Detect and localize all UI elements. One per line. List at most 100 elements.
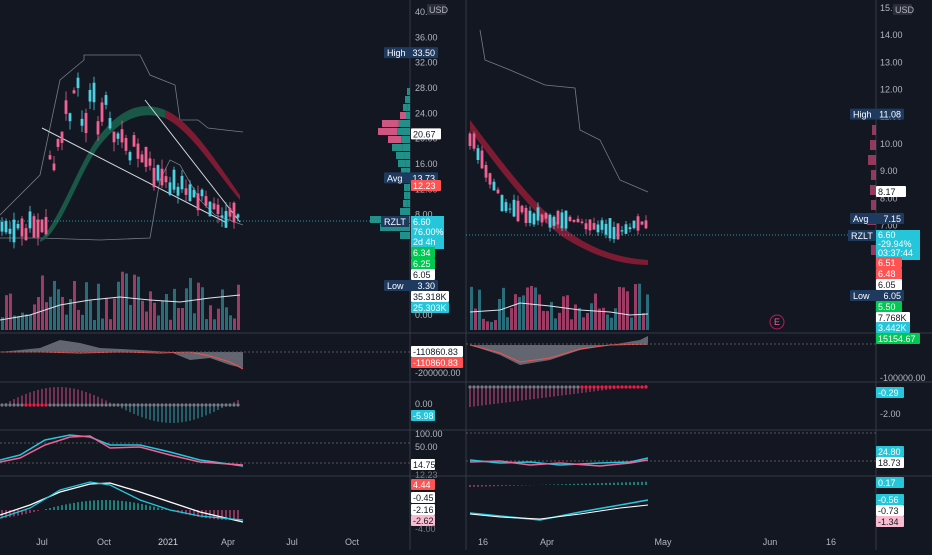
momentum-dot: [112, 403, 116, 407]
right-last-price-bg: [876, 230, 920, 260]
left-pane2-value-bg: [411, 357, 463, 368]
candle-body: [572, 219, 576, 222]
volume-profile-bar: [407, 200, 410, 207]
momentum-dot: [84, 403, 88, 407]
volume-bar: [562, 296, 565, 330]
right-low-tag-value: 6.05: [883, 291, 901, 301]
left-currency-badge-bg: [427, 4, 446, 15]
left-pane2-value: -110860.83: [413, 358, 458, 368]
right-symbol: RZLT: [851, 231, 873, 241]
left-pane4-tick-3-bg: [411, 459, 435, 470]
volume-profile-bar: [378, 128, 398, 135]
right-pane5-tick-4-bg: [876, 516, 904, 527]
right-pane5-tick-3-bg: [876, 505, 904, 516]
left-plain-tag-bg: [411, 269, 435, 280]
volume-bar: [93, 319, 96, 330]
left-volume-zero: 0.00: [415, 310, 433, 320]
left-pane3-value: -5.98: [413, 411, 434, 421]
volume-bar: [626, 291, 629, 330]
volume-profile-bar: [407, 192, 410, 199]
accum-dist-area: [0, 340, 243, 368]
volume-bar: [121, 271, 124, 330]
left-green-tag-1: 6.34: [413, 248, 431, 258]
right-time-label: 16: [478, 537, 488, 547]
momentum-dot: [516, 385, 520, 389]
candle-body: [604, 223, 608, 235]
left-plain-tag: 6.05: [413, 270, 431, 280]
volume-bar: [197, 282, 200, 330]
earnings-marker: E: [774, 317, 780, 327]
left-pane4-tick-4: 12.23: [415, 470, 438, 480]
left-pane5-tick-4-bg: [411, 515, 435, 526]
candle-body: [60, 131, 64, 143]
volume-bar: [586, 312, 589, 330]
volume-profile-bar: [407, 104, 410, 111]
volume-bar: [237, 284, 240, 330]
stoch-k-line: [469, 457, 649, 466]
volume-bar: [213, 319, 216, 330]
momentum-dot: [620, 385, 624, 389]
volume-bar: [125, 273, 128, 330]
left-price-tick: 24.00: [415, 108, 438, 118]
right-pane5-tick-4: -1.34: [878, 517, 899, 527]
candle-body: [160, 168, 164, 186]
volume-bar: [510, 308, 513, 330]
candle-body: [20, 218, 24, 237]
momentum-dot: [636, 385, 640, 389]
volume-bar: [49, 296, 52, 330]
candle-body: [104, 95, 108, 105]
right-pane5-tick-2: -0.56: [878, 495, 899, 505]
candle-body: [560, 212, 564, 229]
momentum-dot: [144, 403, 148, 407]
momentum-dot: [564, 385, 568, 389]
volume-bar: [133, 274, 136, 330]
right-volume-tag-2: 3.442K: [878, 323, 907, 333]
left-volume-tag-1: 35.318K: [413, 292, 447, 302]
left-price-pane[interactable]: [0, 54, 410, 523]
momentum-dot: [152, 403, 156, 407]
candle-body: [156, 165, 160, 181]
volume-bar: [566, 295, 569, 330]
volume-profile-bar: [403, 104, 408, 111]
right-price-tick: 9.00: [880, 166, 898, 176]
right-price-tick: 14.00: [880, 30, 903, 40]
candle-body: [524, 207, 528, 224]
momentum-dot: [480, 385, 484, 389]
right-price-pane[interactable]: E: [466, 29, 876, 521]
momentum-dot: [180, 403, 184, 407]
momentum-dot: [584, 385, 588, 389]
volume-bar: [478, 289, 481, 330]
candle-body: [548, 214, 552, 228]
candle-body: [64, 100, 68, 114]
left-high-tag-bg: [384, 47, 438, 59]
right-time-label: May: [654, 537, 672, 547]
volume-profile-bar: [406, 168, 410, 175]
candle-body: [608, 218, 612, 239]
left-avg-tag-label: Avg: [387, 173, 402, 183]
right-volume-tag-1-bg: [876, 312, 910, 323]
momentum-dot: [560, 385, 564, 389]
volume-bar: [490, 321, 493, 330]
volume-bar: [558, 312, 561, 330]
left-price-tag-1-bg: [411, 128, 441, 140]
volume-profile-bar: [398, 224, 410, 231]
volume-bar: [101, 318, 104, 330]
candle-body: [92, 82, 96, 103]
candle-body: [192, 189, 196, 198]
volume-profile-bar: [871, 245, 876, 255]
candle-body: [512, 199, 516, 217]
momentum-dot: [124, 403, 128, 407]
right-pane2-value: 15154.67: [878, 334, 916, 344]
volume-bar: [229, 315, 232, 330]
momentum-dot: [592, 385, 596, 389]
momentum-dot: [156, 403, 160, 407]
candle-body: [112, 131, 116, 143]
momentum-dot: [44, 403, 48, 407]
candle-body: [76, 77, 80, 89]
candle-body: [8, 228, 12, 234]
volume-bar: [97, 283, 100, 330]
volume-profile-bar: [400, 112, 406, 119]
left-volume-tag-1-bg: [411, 291, 449, 302]
candle-body: [588, 219, 592, 231]
